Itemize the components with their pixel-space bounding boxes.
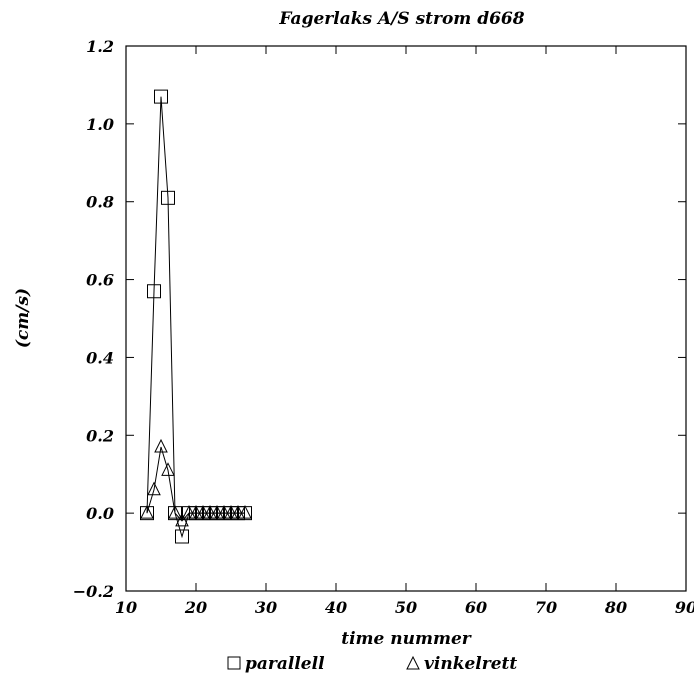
legend-label-vinkelrett: vinkelrett — [424, 654, 517, 674]
point-vinkelrett — [224, 505, 238, 519]
point-parallell — [147, 284, 161, 299]
point-vinkelrett — [231, 505, 245, 519]
point-vinkelrett — [203, 505, 217, 519]
x-tick-label: 40 — [325, 598, 347, 617]
point-vinkelrett — [182, 505, 196, 519]
y-tick-label: −0.2 — [73, 582, 114, 601]
point-vinkelrett — [147, 481, 161, 496]
x-tick-label: 70 — [535, 598, 557, 617]
x-tick-label: 90 — [675, 598, 694, 617]
point-vinkelrett — [210, 505, 224, 519]
y-tick-label: 0.2 — [86, 426, 114, 445]
x-tick-label: 60 — [465, 598, 487, 617]
y-tick-label: 1.0 — [86, 115, 114, 134]
point-vinkelrett — [161, 462, 175, 476]
legend-label-parallell: parallell — [245, 654, 325, 674]
point-vinkelrett — [168, 505, 182, 519]
x-axis-label: time nummer — [341, 629, 472, 649]
x-tick-label: 50 — [395, 598, 417, 617]
legend-square-icon — [227, 656, 241, 670]
x-tick-label: 30 — [255, 598, 277, 617]
y-tick-label: 0.8 — [86, 193, 114, 212]
y-tick-label: 0.6 — [86, 271, 114, 290]
point-parallell — [154, 89, 168, 104]
legend: parallell vinkelrett — [227, 654, 517, 674]
point-parallell — [175, 529, 189, 544]
x-tick-label: 20 — [184, 598, 207, 617]
legend-triangle-icon — [406, 655, 420, 670]
series-line-vinkelrett — [146, 446, 245, 522]
chart-title: Fagerlaks A/S strom d668 — [278, 9, 524, 29]
y-tick-label: 0.0 — [86, 504, 114, 523]
y-tick-label: 0.4 — [86, 348, 114, 367]
x-tick-label: 80 — [604, 598, 627, 617]
point-vinkelrett — [154, 438, 168, 453]
y-tick-label: 1.2 — [86, 37, 114, 56]
point-vinkelrett — [217, 505, 231, 519]
x-axis-ticks: 10 20 30 40 50 60 70 80 90 — [115, 46, 694, 617]
y-axis-label: (cm/s) — [13, 288, 33, 348]
y-axis-ticks: −0.2 0.0 0.2 0.4 0.6 0.8 1.0 1.2 — [73, 37, 686, 601]
series-line-parallell — [146, 96, 245, 539]
x-tick-label: 10 — [115, 598, 137, 617]
series-layer — [140, 89, 252, 544]
point-vinkelrett — [196, 505, 210, 519]
point-vinkelrett — [175, 512, 189, 527]
point-vinkelrett — [140, 505, 154, 519]
point-vinkelrett — [238, 505, 252, 519]
point-parallell — [161, 190, 175, 205]
point-vinkelrett — [189, 505, 203, 519]
